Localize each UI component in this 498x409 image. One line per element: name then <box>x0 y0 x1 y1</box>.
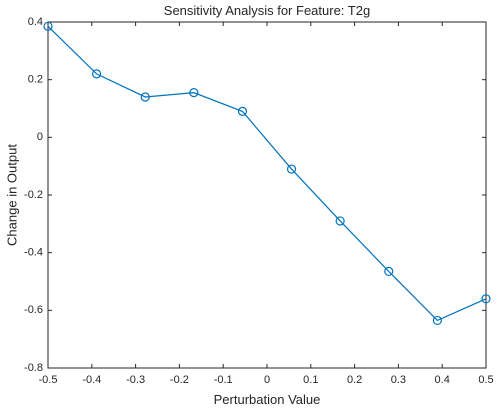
x-tick-label: 0 <box>264 374 270 386</box>
y-tick-label: 0.2 <box>28 74 43 86</box>
x-tick-label: -0.2 <box>170 374 189 386</box>
plot-area <box>48 22 486 368</box>
y-tick-label: -0.2 <box>24 189 43 201</box>
y-axis-label: Change in Output <box>4 144 19 246</box>
x-tick-label: 0.4 <box>435 374 450 386</box>
x-tick-label: -0.5 <box>39 374 58 386</box>
x-axis-label: Perturbation Value <box>214 392 321 407</box>
y-tick-label: 0.4 <box>28 16 43 28</box>
x-tick-label: 0.1 <box>303 374 318 386</box>
x-tick-label: -0.4 <box>82 374 101 386</box>
x-tick-label: 0.5 <box>478 374 493 386</box>
chart-title: Sensitivity Analysis for Feature: T2g <box>164 3 370 18</box>
x-tick-label: -0.3 <box>126 374 145 386</box>
y-tick-label: -0.4 <box>24 247 43 259</box>
x-tick-label: -0.1 <box>214 374 233 386</box>
y-tick-label: 0 <box>37 131 43 143</box>
x-tick-label: 0.3 <box>391 374 406 386</box>
x-tick-label: 0.2 <box>347 374 362 386</box>
y-tick-label: -0.6 <box>24 304 43 316</box>
y-tick-label: -0.8 <box>24 362 43 374</box>
